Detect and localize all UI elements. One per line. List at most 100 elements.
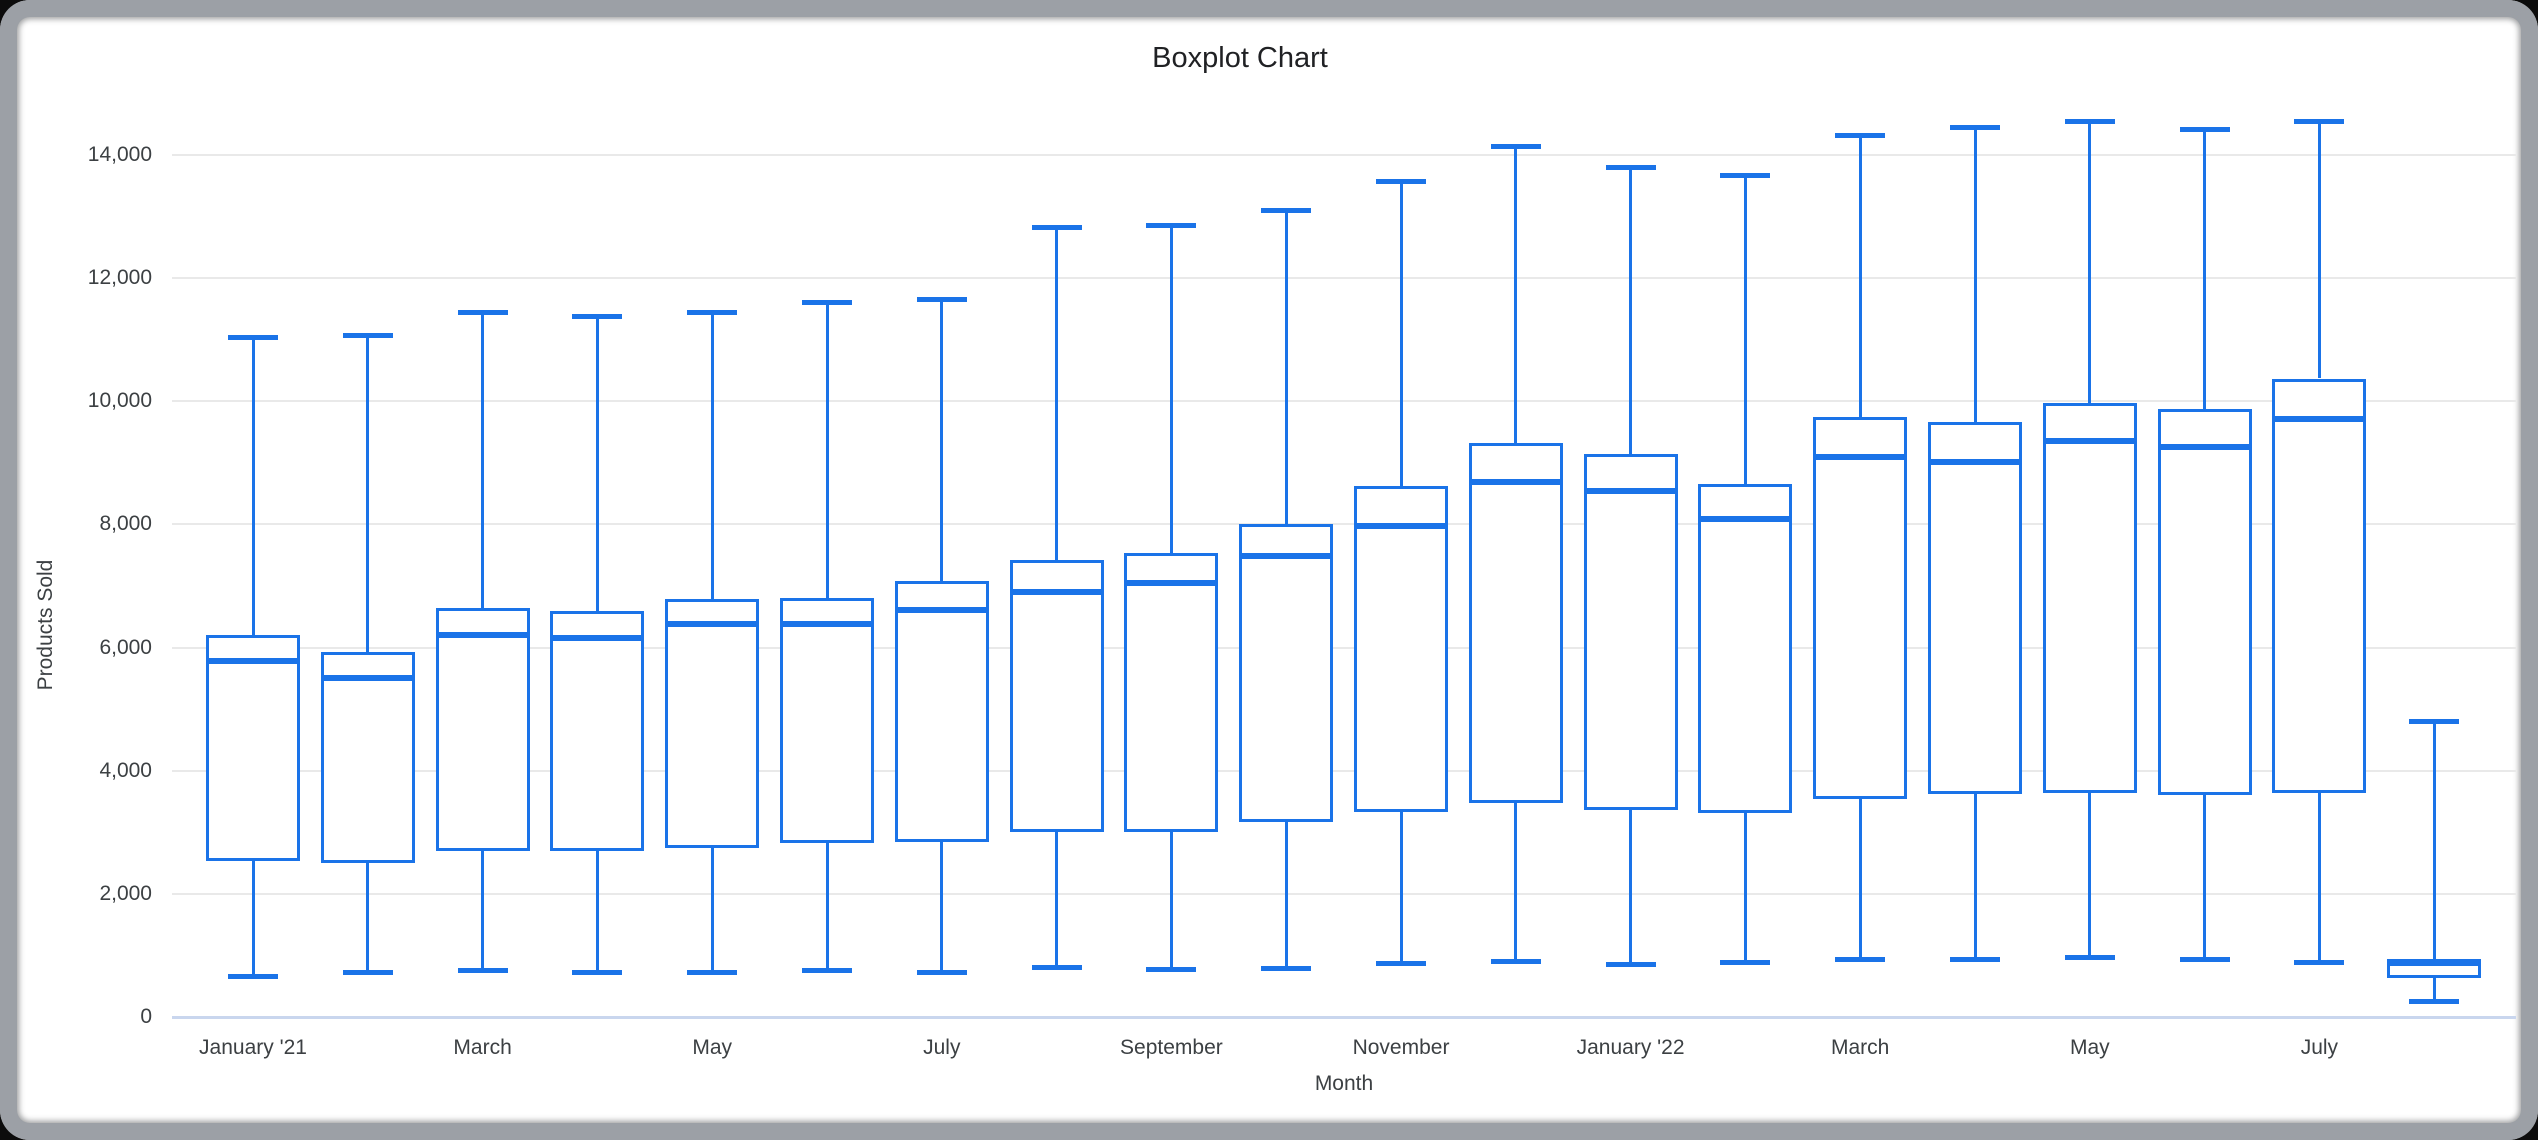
iqr-box	[1928, 422, 2022, 795]
x-tick-label: July	[923, 1036, 961, 1059]
x-tick-label: May	[692, 1036, 733, 1059]
lower-whisker-cap	[1950, 956, 2000, 962]
upper-whisker	[1743, 175, 1747, 484]
upper-whisker	[1858, 135, 1862, 418]
iqr-box	[1813, 417, 1908, 800]
upper-whisker-cap	[1146, 223, 1197, 229]
median-line	[1931, 458, 2019, 465]
gridline	[172, 400, 2516, 403]
upper-whisker-cap	[2064, 118, 2115, 124]
gridline	[172, 892, 2516, 895]
lower-whisker-cap	[2179, 957, 2230, 963]
lower-whisker	[1055, 831, 1059, 968]
lower-whisker	[1629, 810, 1633, 965]
iqr-box	[1009, 560, 1104, 832]
lower-whisker	[710, 847, 714, 973]
gridline	[172, 154, 2516, 156]
x-axis-title: Month	[1314, 1072, 1374, 1095]
median-line	[553, 635, 642, 642]
median-line	[1586, 487, 1675, 494]
iqr-box	[435, 607, 530, 851]
lower-whisker	[1284, 822, 1288, 969]
lower-whisker-cap	[457, 967, 508, 973]
lower-whisker	[595, 851, 599, 973]
upper-whisker-cap	[572, 314, 623, 320]
upper-whisker-cap	[1950, 124, 2000, 130]
lower-whisker	[1743, 813, 1747, 963]
upper-whisker	[2203, 129, 2207, 410]
iqr-box	[1124, 552, 1219, 832]
median-line	[209, 657, 297, 664]
median-line	[2160, 444, 2249, 451]
upper-whisker	[1169, 225, 1173, 553]
upper-whisker-cap	[2294, 118, 2345, 124]
lower-whisker	[1169, 831, 1173, 970]
upper-whisker-cap	[1835, 132, 1886, 138]
y-tick-label: 0	[140, 1005, 152, 1028]
x-tick-label: March	[1831, 1036, 1890, 1059]
median-line	[438, 632, 527, 639]
y-tick-label: 8,000	[99, 512, 152, 536]
median-line	[783, 620, 871, 627]
lower-whisker-cap	[916, 970, 967, 976]
x-tick-label: January '21	[199, 1036, 307, 1059]
y-tick-label: 2,000	[99, 881, 152, 905]
y-tick-label: 12,000	[87, 266, 152, 290]
iqr-box	[894, 581, 989, 842]
upper-whisker	[940, 299, 944, 582]
lower-whisker	[366, 863, 370, 973]
upper-whisker-cap	[916, 296, 967, 302]
upper-whisker	[2317, 121, 2321, 379]
lower-whisker-cap	[2064, 955, 2115, 961]
x-tick-label: November	[1352, 1036, 1450, 1059]
x-tick-label: March	[453, 1036, 512, 1059]
gridline	[172, 769, 2516, 772]
upper-whisker	[1973, 127, 1977, 423]
y-tick-label: 6,000	[99, 635, 152, 659]
median-line	[897, 607, 986, 613]
upper-whisker-cap	[342, 332, 393, 338]
upper-whisker-cap	[687, 309, 738, 315]
median-line	[1012, 589, 1101, 596]
median-line	[2390, 959, 2479, 966]
upper-whisker	[366, 335, 370, 652]
iqr-box	[665, 598, 760, 848]
lower-whisker-cap	[2409, 999, 2460, 1005]
upper-whisker-cap	[802, 299, 852, 305]
median-line	[2045, 438, 2134, 445]
upper-whisker	[2088, 121, 2092, 404]
iqr-box	[1583, 453, 1678, 811]
upper-whisker-cap	[1031, 224, 1082, 230]
upper-whisker-cap	[1376, 178, 1426, 184]
median-line	[1816, 454, 1905, 461]
upper-whisker	[251, 337, 255, 635]
lower-whisker-cap	[1835, 957, 1886, 963]
lower-whisker-cap	[687, 969, 738, 975]
gridline	[172, 523, 2516, 526]
x-tick-label: January '22	[1576, 1036, 1685, 1059]
lower-whisker	[251, 861, 255, 977]
iqr-box	[1468, 442, 1563, 803]
median-line	[1471, 478, 1560, 485]
lower-whisker	[825, 842, 829, 971]
median-line	[1701, 515, 1790, 522]
upper-whisker-cap	[1605, 164, 1656, 170]
iqr-box	[2272, 378, 2367, 793]
lower-whisker	[481, 850, 485, 971]
lower-whisker	[2203, 794, 2207, 960]
median-line	[1242, 553, 1331, 560]
median-line	[2275, 415, 2364, 422]
upper-whisker	[481, 312, 485, 608]
y-tick-label: 4,000	[99, 758, 152, 782]
y-axis-title: Products Sold	[34, 559, 57, 691]
lower-whisker	[1973, 794, 1977, 960]
lower-whisker-cap	[2294, 959, 2345, 965]
lower-whisker-cap	[342, 969, 393, 975]
upper-whisker	[1399, 181, 1403, 486]
upper-whisker-cap	[2179, 127, 2230, 133]
iqr-box	[2157, 409, 2252, 795]
upper-whisker-cap	[2409, 718, 2460, 724]
lower-whisker	[1858, 799, 1862, 960]
lower-whisker	[2088, 792, 2092, 958]
